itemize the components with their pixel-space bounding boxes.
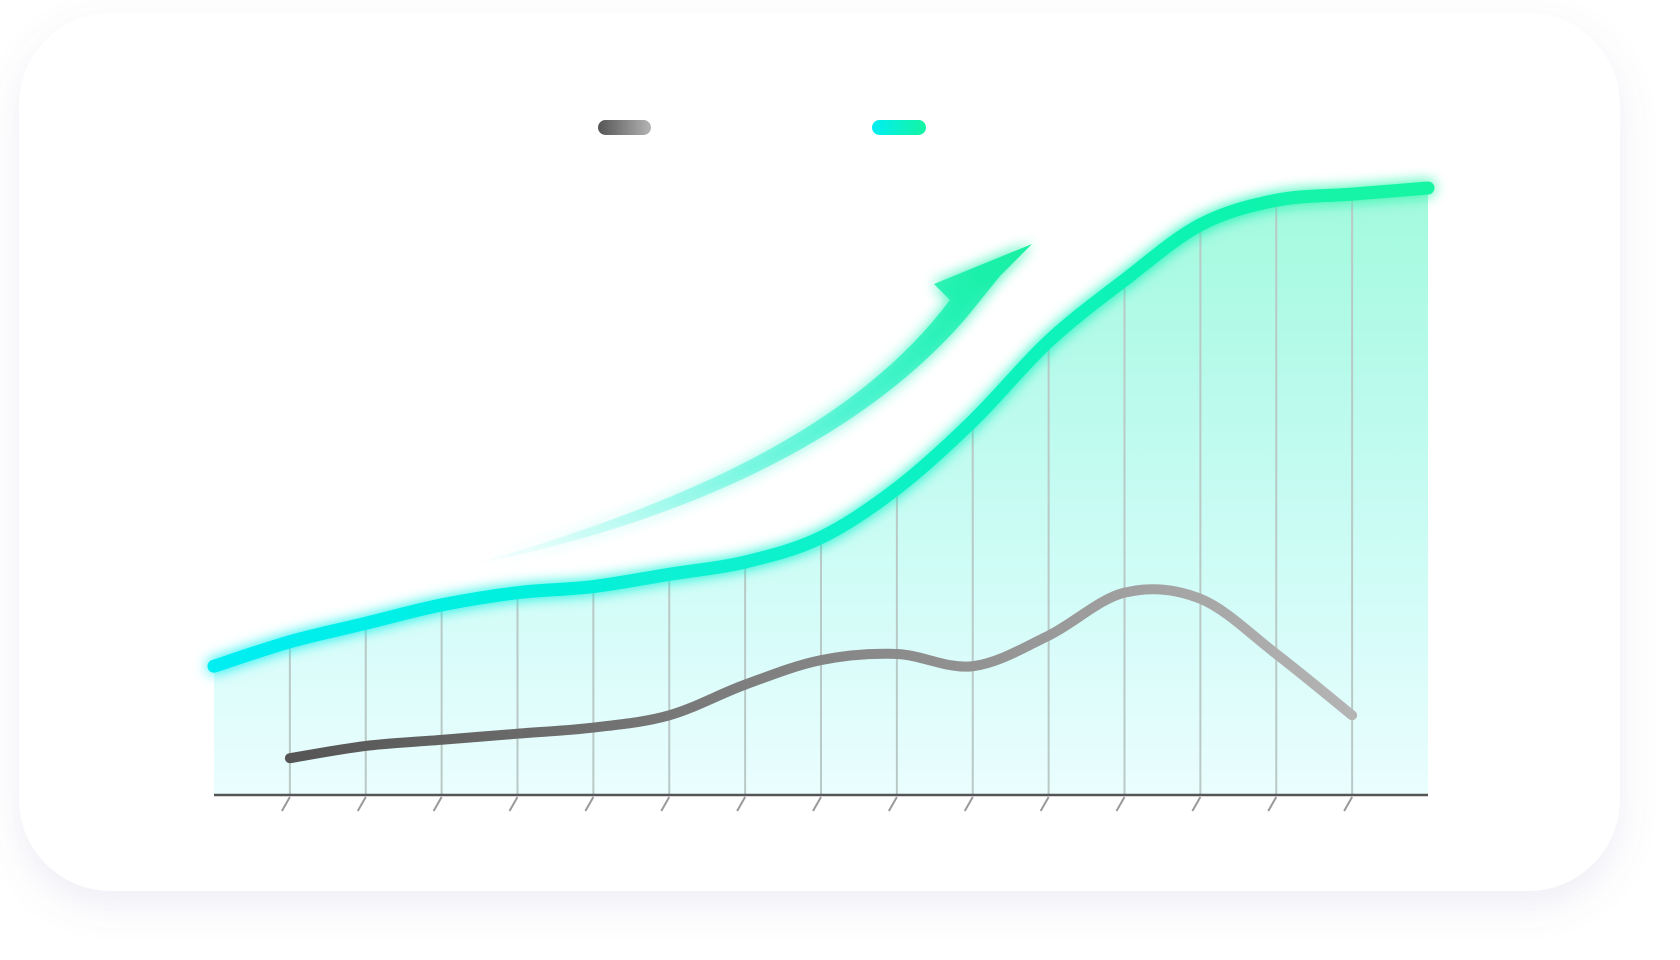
x-tick	[1343, 796, 1353, 812]
x-tick	[508, 796, 519, 812]
x-tick	[1039, 796, 1050, 812]
x-tick	[1115, 796, 1126, 812]
x-tick	[584, 796, 595, 812]
x-tick	[963, 796, 974, 812]
x-tick	[356, 796, 367, 812]
legend-swatch	[872, 120, 926, 135]
trend-arrow	[470, 244, 1032, 565]
x-tick	[1191, 796, 1202, 812]
legend-swatch	[598, 120, 651, 135]
x-tick	[736, 796, 746, 812]
series-line	[207, 181, 1435, 673]
x-tick	[1267, 796, 1278, 812]
x-tick	[281, 796, 291, 812]
x-tick	[888, 796, 898, 812]
series-line	[284, 584, 1358, 764]
plot-area	[214, 188, 1428, 812]
x-tick	[432, 796, 443, 812]
x-tick	[812, 796, 822, 812]
x-tick	[660, 796, 671, 812]
lines	[207, 181, 1435, 764]
